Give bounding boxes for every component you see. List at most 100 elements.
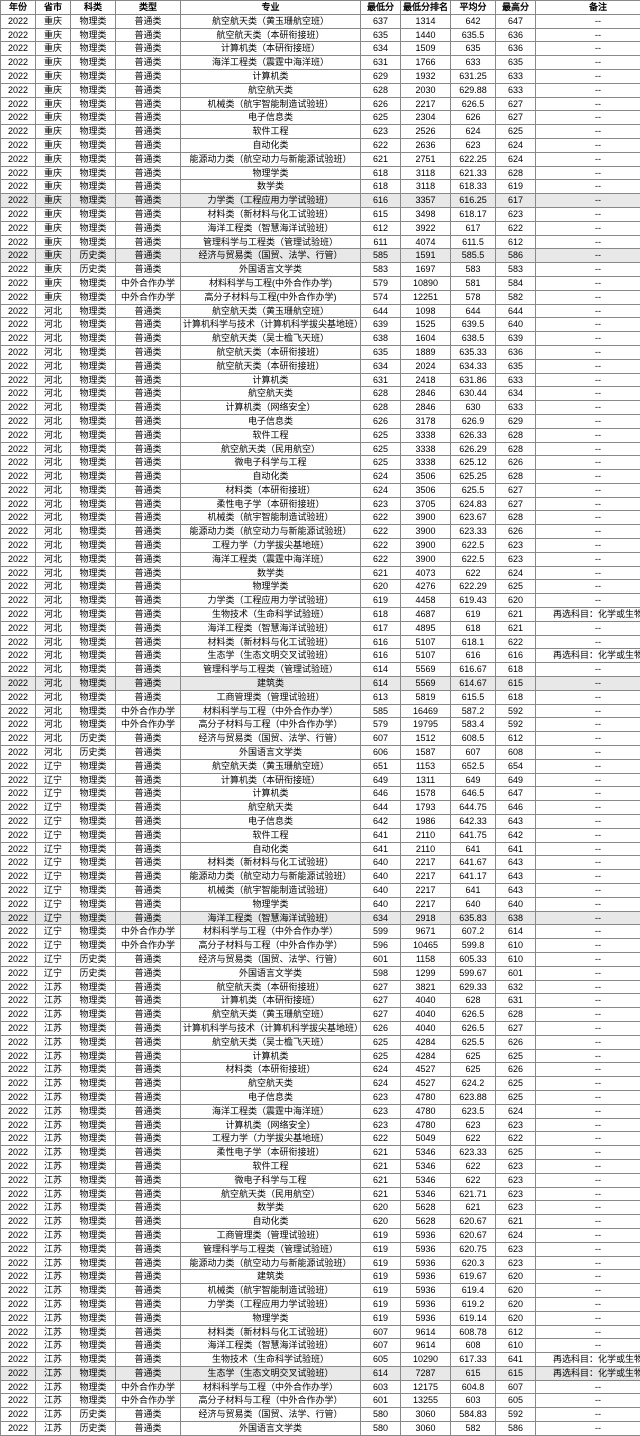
cell: 普通类: [116, 83, 181, 97]
cell: 河北: [36, 649, 71, 663]
cell: 634: [361, 911, 401, 925]
table-row: 2022江苏物理类普通类软件工程6215346622623--: [1, 1159, 640, 1173]
cell: 644: [496, 304, 536, 318]
cell: 585.5: [451, 249, 496, 263]
cell: 621: [496, 621, 536, 635]
cell: 计算机类（网络安全）: [181, 401, 361, 415]
cell: 624: [361, 1077, 401, 1091]
cell: 柔性电子学（本研衔接班）: [181, 1146, 361, 1160]
cell: 普通类: [116, 414, 181, 428]
cell: 2022: [1, 1104, 36, 1118]
cell: 5936: [401, 1297, 451, 1311]
cell: 2022: [1, 897, 36, 911]
cell: 641: [361, 842, 401, 856]
cell: 635.5: [451, 28, 496, 42]
table-row: 2022河北物理类普通类能源动力类（航空动力与新能源试验班）6223900623…: [1, 525, 640, 539]
cell: 2022: [1, 828, 36, 842]
cell: --: [536, 911, 640, 925]
table-row: 2022重庆历史类普通类外国语言文学类5831697583583--: [1, 263, 640, 277]
cell: 624: [361, 1063, 401, 1077]
cell: 物理学类: [181, 580, 361, 594]
cell: --: [536, 42, 640, 56]
table-row: 2022重庆物理类普通类物理学类6183118621.33628--: [1, 166, 640, 180]
cell: 654: [496, 759, 536, 773]
cell: 普通类: [116, 608, 181, 622]
cell: 641: [451, 842, 496, 856]
cell: 642: [361, 815, 401, 829]
cell: 物理学类: [181, 897, 361, 911]
cell: 江苏: [36, 1077, 71, 1091]
cell: 4780: [401, 1090, 451, 1104]
cell: 627: [496, 497, 536, 511]
cell: 河北: [36, 442, 71, 456]
table-row: 2022辽宁物理类普通类电子信息类6421986642.33643--: [1, 815, 640, 829]
cell: --: [536, 263, 640, 277]
table-row: 2022江苏物理类普通类生态学（生态文明交叉试验班）6147287615615再…: [1, 1366, 640, 1380]
cell: --: [536, 663, 640, 677]
cell: 19795: [401, 718, 451, 732]
cell: 641.67: [451, 856, 496, 870]
table-row: 2022辽宁物理类普通类软件工程6412110641.75642--: [1, 828, 640, 842]
cell: 598: [361, 966, 401, 980]
table-row: 2022重庆物理类普通类力学类（工程应用力学试验班）6163357616.256…: [1, 194, 640, 208]
cell: 628: [496, 511, 536, 525]
cell: 619.4: [451, 1284, 496, 1298]
cell: 物理类: [71, 1021, 116, 1035]
cell: 2217: [401, 884, 451, 898]
cell: 622: [361, 511, 401, 525]
cell: --: [536, 1118, 640, 1132]
cell: 608.78: [451, 1325, 496, 1339]
cell: 5569: [401, 663, 451, 677]
cell: 2022: [1, 373, 36, 387]
cell: 2022: [1, 1339, 36, 1353]
cell: 642: [496, 828, 536, 842]
table-row: 2022河北物理类普通类航空航天类6282846630.44634--: [1, 387, 640, 401]
cell: 625: [496, 125, 536, 139]
cell: 2022: [1, 456, 36, 470]
cell: 河北: [36, 594, 71, 608]
cell: --: [536, 373, 640, 387]
cell: 3900: [401, 552, 451, 566]
cell: 601: [361, 952, 401, 966]
cell: 624: [496, 138, 536, 152]
cell: --: [536, 125, 640, 139]
table-row: 2022江苏物理类普通类材料类（新材料与化工试验班）6079614608.786…: [1, 1325, 640, 1339]
cell: 635: [451, 42, 496, 56]
cell: 3118: [401, 180, 451, 194]
table-row: 2022江苏物理类普通类物理学类6195936619.14620--: [1, 1311, 640, 1325]
cell: 普通类: [116, 1284, 181, 1298]
cell: 2022: [1, 994, 36, 1008]
cell: 物理类: [71, 1132, 116, 1146]
cell: 2022: [1, 1201, 36, 1215]
cell: 数学类: [181, 566, 361, 580]
cell: 物理类: [71, 497, 116, 511]
cell: 16469: [401, 704, 451, 718]
cell: 624: [496, 152, 536, 166]
cell: 柔性电子学（本研衔接班）: [181, 497, 361, 511]
table-row: 2022辽宁物理类普通类材料类（新材料与化工试验班）6402217641.676…: [1, 856, 640, 870]
cell: 普通类: [116, 97, 181, 111]
cell: 江苏: [36, 1353, 71, 1367]
cell: 638.5: [451, 332, 496, 346]
table-row: 2022河北物理类普通类工商管理类（管理试验班）6135819615.5618-…: [1, 690, 640, 704]
cell: 4527: [401, 1063, 451, 1077]
table-row: 2022河北物理类中外合作办学高分子材料与工程（中外合作办学）579197955…: [1, 718, 640, 732]
table-row: 2022河北物理类普通类海洋工程类（智慧海洋试验班）6174895618621-…: [1, 621, 640, 635]
cell: 物理类: [71, 594, 116, 608]
cell: 普通类: [116, 566, 181, 580]
cell: 2022: [1, 746, 36, 760]
cell: 623: [496, 207, 536, 221]
table-row: 2022辽宁物理类普通类自动化类6412110641641--: [1, 842, 640, 856]
cell: 618: [361, 166, 401, 180]
cell: --: [536, 621, 640, 635]
cell: 物理类: [71, 552, 116, 566]
cell: --: [536, 1339, 640, 1353]
cell: 航空航天类（本研衔接班）: [181, 980, 361, 994]
table-row: 2022辽宁物理类普通类物理学类6402217640640--: [1, 897, 640, 911]
cell: 物理类: [71, 483, 116, 497]
cell: 627: [361, 980, 401, 994]
table-row: 2022江苏物理类中外合作办学高分子材料与工程（中外合作办学）601132556…: [1, 1394, 640, 1408]
cell: 材料类（新材料与化工试验班）: [181, 207, 361, 221]
table-row: 2022河北物理类普通类航空航天类（黄玉珊航空班）6441098644644--: [1, 304, 640, 318]
cell: 638: [361, 332, 401, 346]
